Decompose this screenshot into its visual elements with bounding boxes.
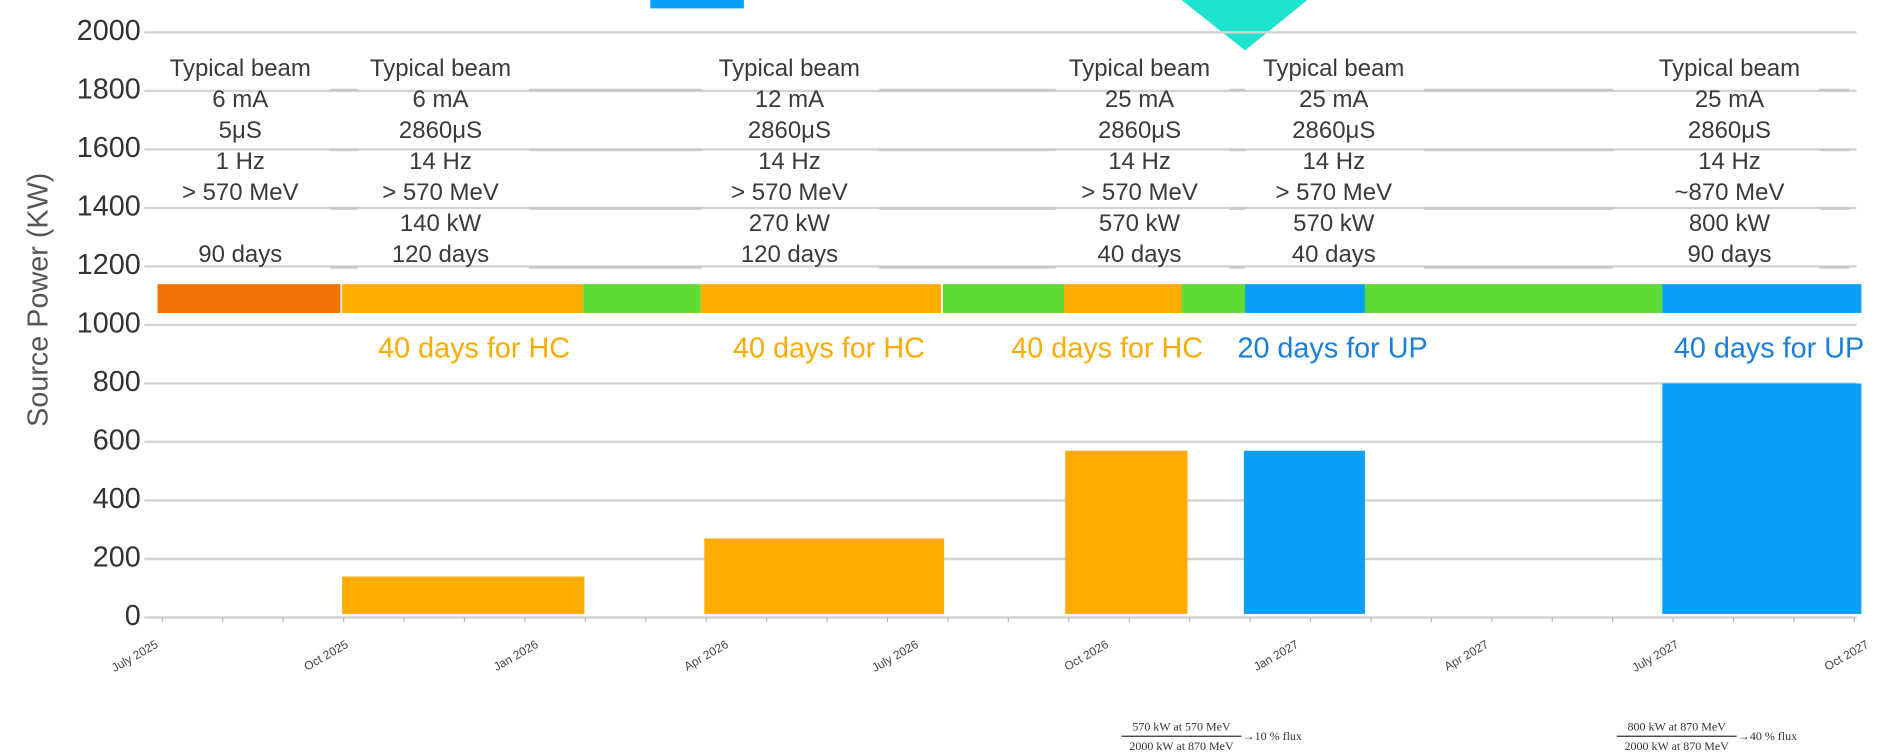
y-tick-label: 1000 xyxy=(77,308,141,340)
beam-text: 120 days xyxy=(741,241,838,268)
annotation: 40 days for HC xyxy=(733,333,925,365)
formula-denominator: 2000 kW at 870 MeV xyxy=(1129,739,1234,753)
y-tick-label: 1800 xyxy=(77,73,141,105)
beam-text: > 570 MeV xyxy=(182,179,299,206)
beam-text: 2860μS xyxy=(1292,117,1375,144)
bar xyxy=(1243,450,1365,614)
y-tick-label: 0 xyxy=(125,600,141,632)
y-tick-label: 800 xyxy=(93,366,141,398)
annotation: 20 days for UP xyxy=(1237,333,1427,365)
x-tick-label: Oct 2025 xyxy=(302,637,351,674)
beam-text: 5μS xyxy=(219,117,262,144)
beam-text: 6 mA xyxy=(413,86,469,113)
beam-text: Typical beam xyxy=(1659,55,1800,82)
timeline-segment xyxy=(1064,284,1182,313)
beam-text: 2860μS xyxy=(1688,117,1771,144)
y-tick-label: 200 xyxy=(93,542,141,574)
timeline-segment xyxy=(157,284,341,313)
beam-text: 25 mA xyxy=(1105,86,1174,113)
beam-text: 25 mA xyxy=(1695,86,1764,113)
annotation: 40 days for HC xyxy=(1011,333,1203,365)
x-tick-label: Oct 2026 xyxy=(1062,637,1111,674)
beam-text: > 570 MeV xyxy=(1081,179,1198,206)
beam-text: 90 days xyxy=(1687,241,1771,268)
formula-result: →40 % flux xyxy=(1738,729,1797,743)
beam-text: 25 mA xyxy=(1299,86,1368,113)
beam-text: 14 Hz xyxy=(758,148,821,175)
y-tick-label: 1400 xyxy=(77,191,141,223)
timeline-segment xyxy=(342,284,584,313)
beam-text: 1 Hz xyxy=(216,148,265,175)
partial-block xyxy=(650,0,744,9)
beam-text: 140 kW xyxy=(400,210,482,237)
beam-text: 120 days xyxy=(392,241,489,268)
beam-text: > 570 MeV xyxy=(731,179,848,206)
formula-numerator: 800 kW at 870 MeV xyxy=(1628,720,1727,734)
timeline-segment xyxy=(700,284,942,313)
beam-text: 40 days xyxy=(1098,241,1182,268)
beam-text: 570 kW xyxy=(1099,210,1181,237)
bar xyxy=(1065,450,1188,614)
beam-text: 40 days xyxy=(1292,241,1376,268)
annotation: 40 days for UP xyxy=(1674,333,1864,365)
y-tick-label: 600 xyxy=(93,425,141,457)
timeline-segment xyxy=(942,284,1065,313)
beam-text: 800 kW xyxy=(1689,210,1771,237)
x-tick-label: Apr 2026 xyxy=(682,637,731,674)
x-tick-label: July 2025 xyxy=(109,637,161,675)
beam-text: > 570 MeV xyxy=(1275,179,1392,206)
formula-result: →10 % flux xyxy=(1243,729,1302,743)
x-tick-label: Oct 2027 xyxy=(1822,637,1871,674)
timeline-segment xyxy=(583,284,701,313)
x-tick-label: July 2026 xyxy=(869,637,921,675)
marker-triangle xyxy=(1181,0,1308,51)
beam-text: 570 kW xyxy=(1293,210,1375,237)
beam-text: Typical beam xyxy=(170,55,311,82)
beam-text: Typical beam xyxy=(1069,55,1210,82)
beam-text: 270 kW xyxy=(749,210,831,237)
beam-text: 2860μS xyxy=(748,117,831,144)
x-tick-label: July 2027 xyxy=(1630,637,1682,675)
beam-text: Typical beam xyxy=(719,55,860,82)
y-tick-label: 2000 xyxy=(77,15,141,47)
beam-text: 2860μS xyxy=(399,117,482,144)
formula-denominator: 2000 kW at 870 MeV xyxy=(1625,739,1730,753)
y-tick-label: 400 xyxy=(93,483,141,515)
beam-text: 6 mA xyxy=(212,86,268,113)
beam-text: 12 mA xyxy=(755,86,824,113)
beam-text: ~870 MeV xyxy=(1675,179,1785,206)
y-tick-label: 1600 xyxy=(77,132,141,164)
x-tick-label: Jan 2026 xyxy=(491,637,541,674)
beam-text: 14 Hz xyxy=(1108,148,1171,175)
beam-text: 14 Hz xyxy=(1302,148,1365,175)
x-tick-label: Jan 2027 xyxy=(1251,637,1301,674)
timeline-segment xyxy=(1181,284,1246,313)
bar xyxy=(342,576,585,614)
beam-text: 2860μS xyxy=(1098,117,1181,144)
beam-text: Typical beam xyxy=(370,55,511,82)
timeline-segment xyxy=(1364,284,1663,313)
beam-text: 14 Hz xyxy=(409,148,472,175)
timeline-segment xyxy=(1245,284,1365,313)
y-tick-label: 1200 xyxy=(77,249,141,281)
beam-text: 90 days xyxy=(198,241,282,268)
bar xyxy=(1662,383,1862,614)
timeline-segment xyxy=(1662,284,1862,313)
beam-text: 14 Hz xyxy=(1698,148,1761,175)
beam-text: Typical beam xyxy=(1263,55,1404,82)
y-axis-label: Source Power (KW) xyxy=(23,173,55,427)
annotation: 40 days for HC xyxy=(378,333,570,365)
bar xyxy=(704,538,945,614)
formula-numerator: 570 kW at 570 MeV xyxy=(1132,720,1231,734)
x-tick-label: Apr 2027 xyxy=(1442,637,1491,674)
beam-text: > 570 MeV xyxy=(382,179,499,206)
